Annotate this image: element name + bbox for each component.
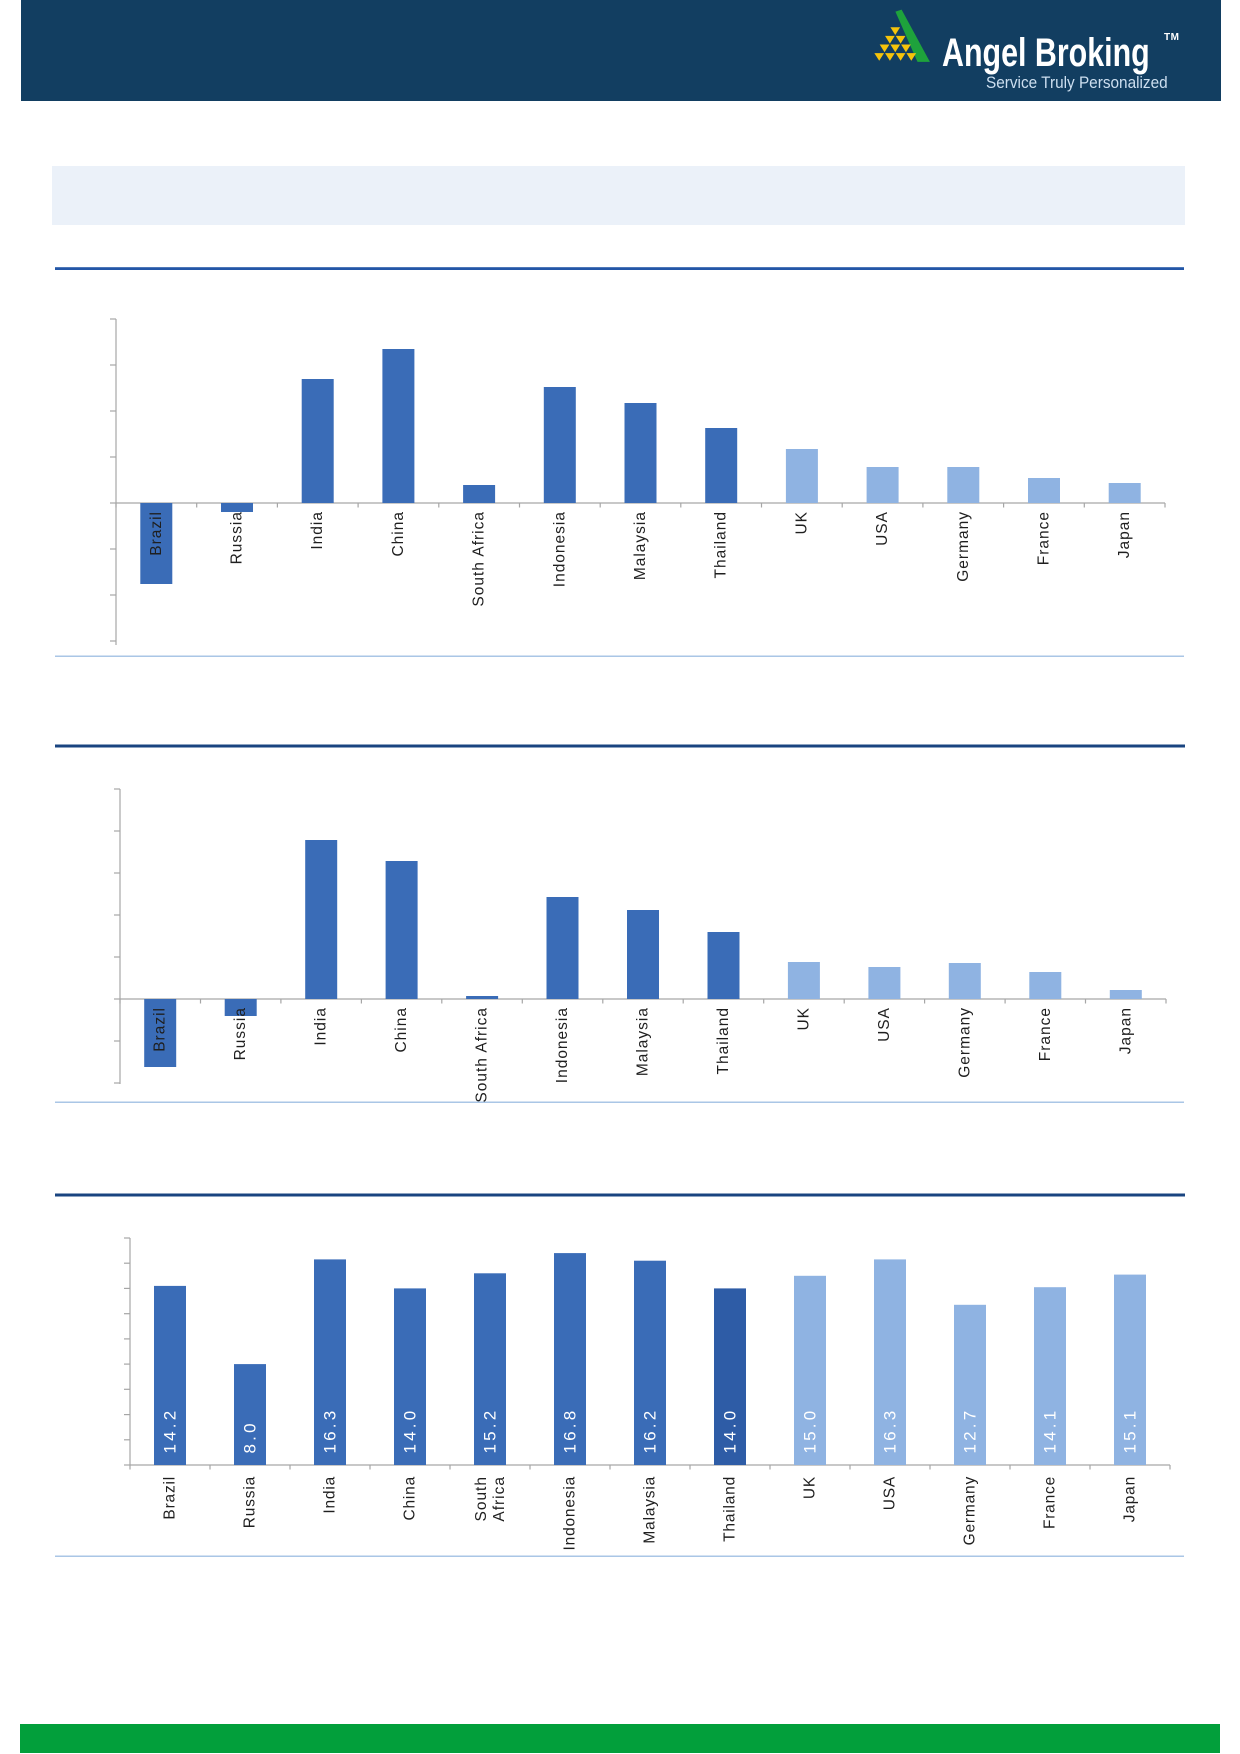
svg-text:Germany: Germany [962,1476,979,1545]
svg-text:Thailand: Thailand [722,1476,739,1542]
svg-text:Malaysia: Malaysia [632,511,649,580]
svg-text:Brazil: Brazil [152,1007,169,1052]
svg-text:16.3: 16.3 [321,1408,340,1454]
svg-text:14.2: 14.2 [161,1408,180,1454]
svg-text:USA: USA [876,1007,893,1042]
svg-text:UK: UK [795,1007,812,1031]
svg-text:15.0: 15.0 [801,1408,820,1454]
svg-text:15.2: 15.2 [481,1408,500,1454]
svg-text:UK: UK [802,1476,819,1499]
svg-text:Russia: Russia [242,1476,259,1528]
svg-text:8.0: 8.0 [241,1420,260,1453]
svg-text:Russia: Russia [232,1007,249,1060]
svg-text:Thailand: Thailand [713,511,730,578]
svg-text:16.2: 16.2 [641,1408,660,1454]
svg-text:Malaysia: Malaysia [635,1007,652,1076]
svg-text:Thailand: Thailand [715,1007,732,1074]
svg-text:Brazil: Brazil [162,1476,179,1520]
svg-text:USA: USA [882,1476,899,1510]
svg-text:16.3: 16.3 [881,1408,900,1454]
svg-text:Japan: Japan [1116,511,1133,558]
svg-text:South: South [473,1476,490,1522]
svg-text:France: France [1037,1007,1054,1061]
svg-text:China: China [390,511,407,557]
svg-text:Japan: Japan [1117,1007,1134,1054]
svg-text:China: China [393,1007,410,1053]
svg-text:USA: USA [874,511,891,546]
svg-text:India: India [309,511,326,550]
svg-text:12.7: 12.7 [961,1408,980,1454]
svg-text:Indonesia: Indonesia [562,1476,579,1550]
svg-text:14.1: 14.1 [1041,1408,1060,1454]
svg-text:UK: UK [793,511,810,535]
svg-text:Brazil: Brazil [148,511,165,556]
svg-text:Russia: Russia [229,511,246,564]
svg-text:14.0: 14.0 [401,1408,420,1454]
svg-text:Africa: Africa [491,1476,508,1522]
svg-text:Japan: Japan [1122,1476,1139,1522]
svg-text:14.0: 14.0 [721,1408,740,1454]
svg-text:Malaysia: Malaysia [642,1476,659,1544]
svg-text:India: India [322,1476,339,1514]
svg-text:Germany: Germany [955,511,972,582]
svg-text:15.1: 15.1 [1121,1408,1140,1454]
svg-text:France: France [1036,511,1053,565]
svg-text:Indonesia: Indonesia [554,1007,571,1083]
svg-text:16.8: 16.8 [561,1408,580,1454]
svg-text:France: France [1042,1476,1059,1529]
svg-text:South Africa: South Africa [474,1007,491,1103]
svg-text:South Africa: South Africa [471,511,488,607]
svg-text:India: India [313,1007,330,1046]
svg-text:Germany: Germany [956,1007,973,1078]
svg-text:Indonesia: Indonesia [551,511,568,587]
svg-text:China: China [402,1476,419,1521]
